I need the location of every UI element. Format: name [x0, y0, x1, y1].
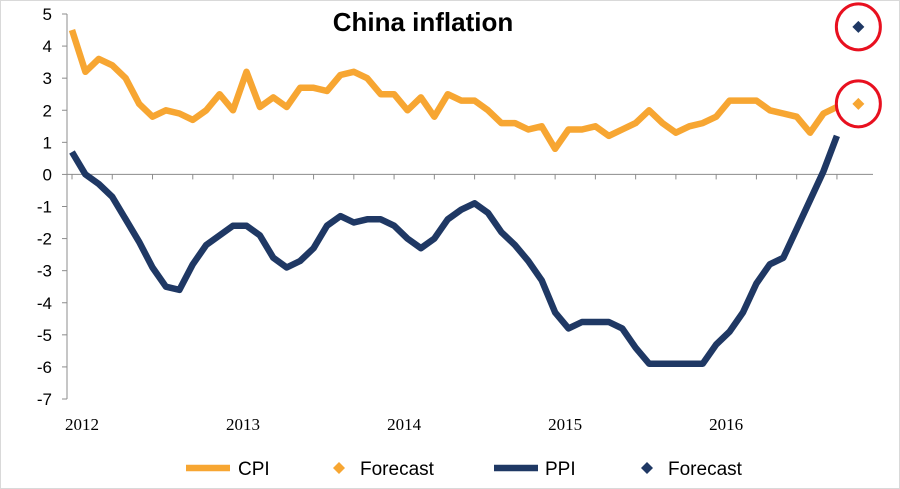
y-tick-label: -2	[37, 230, 52, 249]
series-line-ppi	[69, 134, 840, 367]
axes: 5 4 3 2 1 0 -1 -2 -3 -4 -5 -6 -7 2012 2013 2014 2015 2016	[37, 5, 873, 434]
legend-swatch-forecast	[333, 462, 345, 474]
y-tick-label: 2	[43, 101, 52, 120]
y-tick-label: -1	[37, 198, 52, 217]
series-layer	[68, 20, 865, 367]
legend-label: PPI	[545, 459, 576, 480]
legend: CPI Forecast PPI Forecast	[186, 459, 743, 480]
x-tick-label: 2015	[548, 415, 582, 434]
forecast-marker-1	[852, 97, 865, 110]
x-tick-label: 2012	[65, 415, 99, 434]
legend-label: Forecast	[668, 459, 743, 480]
x-tick-label: 2013	[226, 415, 260, 434]
y-tick-label: 0	[43, 165, 52, 184]
highlight-circle	[834, 79, 882, 129]
forecast-marker-3	[852, 20, 865, 33]
y-tick-label: -5	[37, 326, 52, 345]
highlight-circle	[834, 2, 882, 52]
y-tick-label: -4	[37, 294, 52, 313]
y-tick-label: 3	[43, 69, 52, 88]
y-tick-label: 5	[43, 5, 52, 24]
legend-label: CPI	[238, 459, 270, 480]
legend-swatch-forecast	[641, 462, 653, 474]
legend-label: Forecast	[360, 459, 435, 480]
y-tick-label: 1	[43, 133, 52, 152]
y-tick-label: -7	[37, 390, 52, 409]
y-tick-label: -6	[37, 358, 52, 377]
annotation-layer	[834, 2, 882, 129]
x-tick-label: 2016	[709, 415, 743, 434]
chart-title: China inflation	[333, 7, 514, 37]
x-tick-label: 2014	[387, 415, 422, 434]
series-line-cpi	[68, 29, 839, 153]
y-tick-label: 4	[43, 37, 52, 56]
y-tick-label: -3	[37, 262, 52, 281]
